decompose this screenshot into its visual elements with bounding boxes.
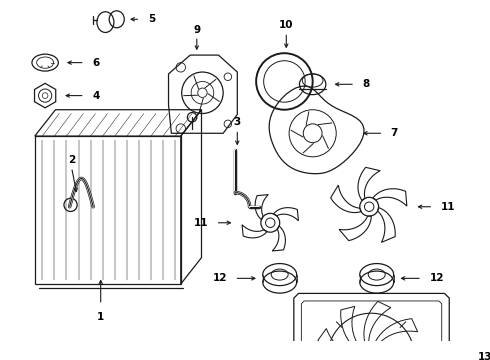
Text: 6: 6 [92,58,99,68]
Text: 2: 2 [68,155,75,165]
Text: 7: 7 [390,128,397,138]
Text: 1: 1 [97,312,104,322]
Text: 4: 4 [92,91,99,100]
Text: 12: 12 [213,273,227,283]
Text: 11: 11 [194,218,208,228]
Text: 13: 13 [478,351,490,360]
Text: 8: 8 [363,79,370,89]
Text: 12: 12 [429,273,444,283]
Text: 5: 5 [148,14,155,24]
Text: 9: 9 [193,24,200,35]
Text: 10: 10 [279,20,294,30]
Text: 3: 3 [234,117,241,127]
Text: 11: 11 [441,202,455,212]
